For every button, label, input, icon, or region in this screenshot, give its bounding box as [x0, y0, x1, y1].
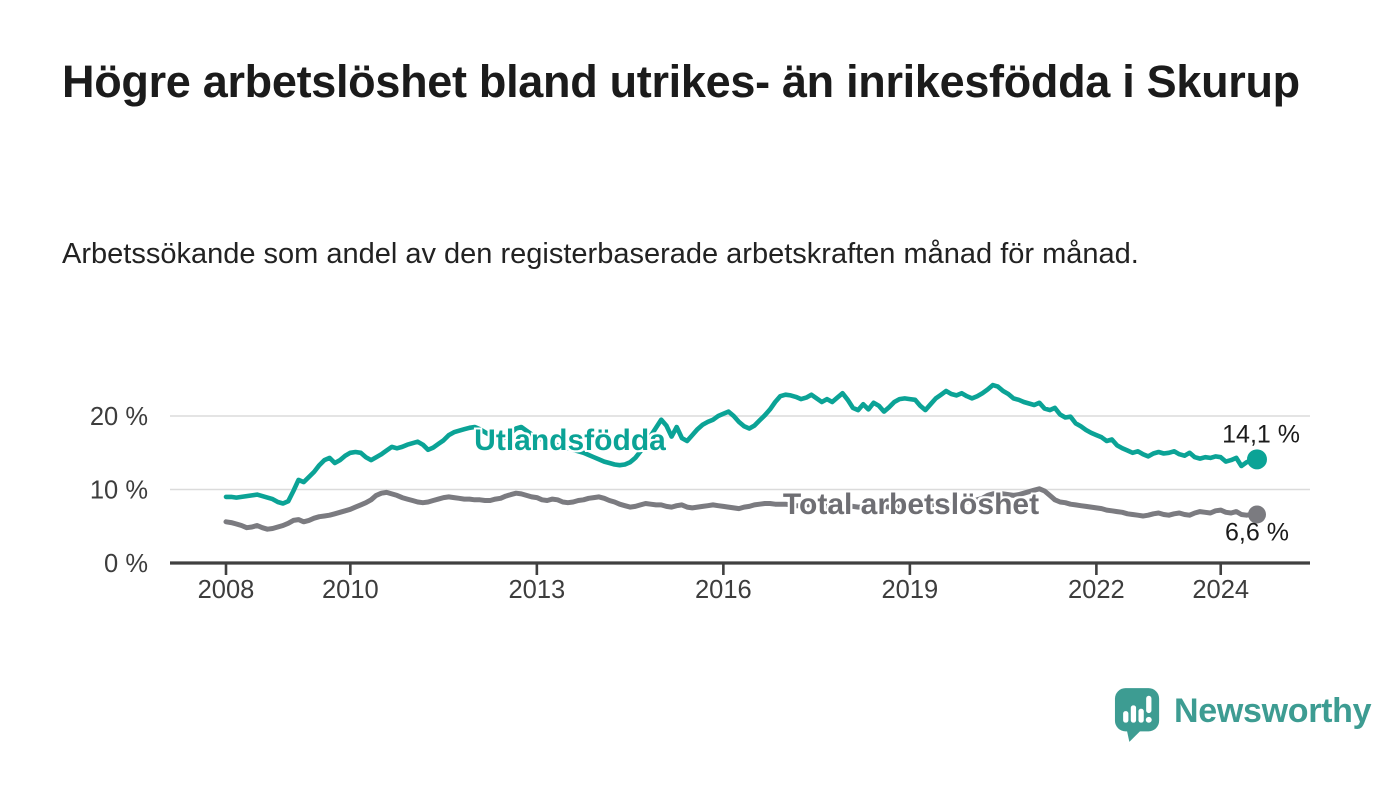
y-tick-label-0: 0 % — [104, 550, 148, 578]
y-tick-label-20: 20 % — [90, 403, 148, 431]
end-dot-total-arbetsloshet — [1247, 505, 1266, 524]
x-tick-label-2016: 2016 — [695, 576, 752, 604]
x-tick-label-2013: 2013 — [508, 576, 565, 604]
newsworthy-logo-text: Newsworthy — [1174, 691, 1372, 730]
end-dot-utlandsfodda — [1246, 449, 1267, 470]
bar-chart-speech-bubble-icon — [1114, 688, 1160, 742]
line-total-arbetsloshet — [223, 486, 1260, 532]
page-title: Högre arbetslöshet bland utrikes- än inr… — [62, 56, 1300, 107]
y-tick-label-10: 10 % — [90, 477, 148, 505]
x-tick-label-2010: 2010 — [322, 576, 379, 604]
end-value-utlandsfodda: 14,1 % — [1222, 420, 1300, 449]
newsworthy-logo: Newsworthy — [1114, 686, 1372, 744]
page-subtitle: Arbetssökande som andel av den registerb… — [62, 238, 1139, 270]
end-value-total-arbetsloshet: 6,6 % — [1225, 518, 1289, 547]
x-tick-label-2008: 2008 — [198, 576, 255, 604]
x-tick-label-2024: 2024 — [1192, 576, 1249, 604]
series-label-total-arbetsloshet: Total arbetslöshet — [782, 488, 1040, 521]
line-utlandsfodda — [223, 382, 1260, 506]
x-tick-label-2019: 2019 — [882, 576, 939, 604]
series-label-utlandsfodda: Utlandsfödda — [474, 424, 666, 457]
x-tick-label-2022: 2022 — [1068, 576, 1125, 604]
